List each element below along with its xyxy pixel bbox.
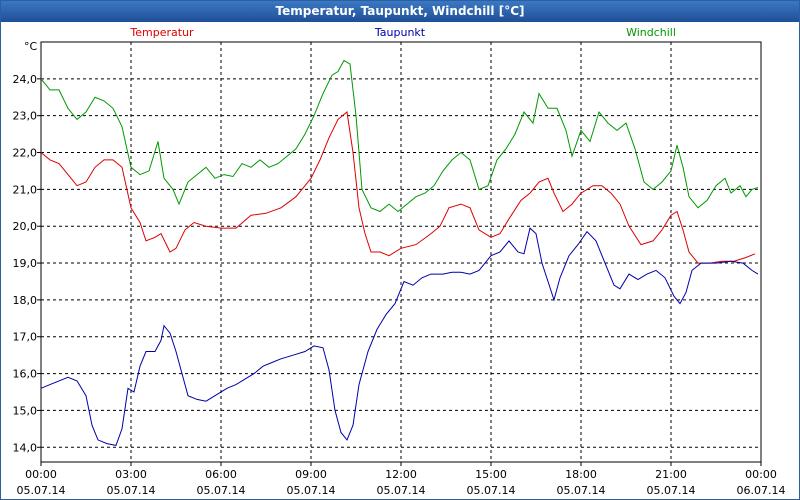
x-tick-date: 05.07.14 [197, 484, 246, 497]
y-tick-label: 21,0 [13, 183, 38, 196]
grid-lines [41, 42, 761, 462]
y-tick-label: 22,0 [13, 147, 38, 160]
x-tick-date: 05.07.14 [287, 484, 336, 497]
x-tick-date: 05.07.14 [647, 484, 696, 497]
y-tick-label: 23,0 [13, 110, 38, 123]
y-axis: 14,0 15,0 16,0 17,0 18,0 19,0 20,0 21,0 22,0 23,0… [13, 73, 41, 454]
x-tick-time: 21:00 [655, 468, 687, 481]
y-axis-label: °C [24, 40, 38, 53]
y-tick-label: 14,0 [13, 441, 38, 454]
x-tick-date: 06.07.14 [737, 484, 786, 497]
y-tick-label: 20,0 [13, 220, 38, 233]
x-tick-date: 05.07.14 [467, 484, 516, 497]
series-line-taupunkt [40, 227, 759, 446]
y-tick-label: 15,0 [13, 404, 38, 417]
y-tick-label: 17,0 [13, 331, 38, 344]
x-tick-date: 05.07.14 [17, 484, 66, 497]
series-line-temperatur [40, 111, 756, 264]
series-line-windchill [40, 59, 759, 213]
x-tick-date: 05.07.14 [107, 484, 156, 497]
x-tick-time: 06:00 [205, 468, 237, 481]
x-tick-time: 00:00 [25, 468, 57, 481]
legend-item-windchill: Windchill [626, 26, 676, 39]
x-tick-time: 00:00 [745, 468, 777, 481]
x-tick-time: 15:00 [475, 468, 507, 481]
y-tick-label: 24,0 [13, 73, 38, 86]
x-tick-time: 18:00 [565, 468, 597, 481]
legend-item-taupunkt: Taupunkt [374, 26, 426, 39]
y-tick-label: 18,0 [13, 294, 38, 307]
chart-title: Temperatur, Taupunkt, Windchill [°C] [1, 1, 799, 22]
legend: Temperatur Taupunkt Windchill [129, 26, 676, 39]
series-lines [40, 59, 759, 446]
y-tick-label: 19,0 [13, 257, 38, 270]
legend-item-temperatur: Temperatur [129, 26, 194, 39]
x-tick-date: 05.07.14 [377, 484, 426, 497]
x-tick-date: 05.07.14 [557, 484, 606, 497]
x-tick-time: 12:00 [385, 468, 417, 481]
x-axis: 00:00 05.07.14 03:00 05.07.14 06:00 05.07.14 0… [17, 462, 786, 497]
x-tick-time: 03:00 [115, 468, 147, 481]
x-tick-time: 09:00 [295, 468, 327, 481]
y-tick-label: 16,0 [13, 368, 38, 381]
